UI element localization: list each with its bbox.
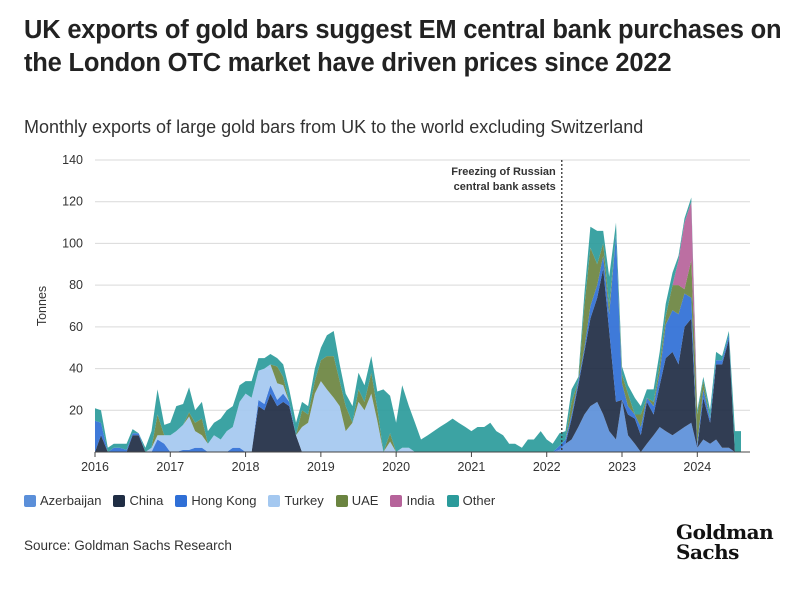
area-series-hong-kong: [95, 235, 741, 452]
y-tick-label-80: 80: [69, 278, 83, 292]
y-tick-label-60: 60: [69, 320, 83, 334]
y-tick-label-100: 100: [62, 236, 83, 250]
legend-label-uae: UAE: [351, 493, 379, 508]
x-tick-label-2017: 2017: [156, 460, 184, 474]
chart-title: UK exports of gold bars suggest EM centr…: [24, 16, 782, 77]
legend-label-india: India: [406, 493, 435, 508]
y-tick-label-40: 40: [69, 362, 83, 376]
legend-label-hong-kong: Hong Kong: [191, 493, 257, 508]
y-tick-label-20: 20: [69, 403, 83, 417]
area-series-china: [95, 268, 741, 452]
legend-item-hong-kong: Hong Kong: [175, 493, 256, 508]
legend-label-other: Other: [462, 493, 496, 508]
legend: Azerbaijan China Hong Kong Turkey UAE India Ot…: [24, 493, 495, 508]
logo-line-1: Goldman: [676, 520, 774, 544]
y-axis-label: Tonnes: [35, 286, 49, 326]
legend-item-other: Other: [446, 493, 496, 508]
legend-swatch-china: [113, 494, 126, 507]
logo-line-2: Sachs: [676, 540, 739, 564]
legend-item-azerbaijan: Azerbaijan: [24, 493, 101, 508]
legend-swatch-azerbaijan: [24, 494, 36, 507]
legend-item-uae: UAE: [335, 493, 379, 508]
x-tick-label-2021: 2021: [458, 460, 486, 474]
legend-swatch-turkey: [268, 494, 281, 507]
area-series-uae: [95, 235, 741, 452]
chart-subtitle: Monthly exports of large gold bars from …: [24, 117, 644, 137]
legend-item-china: China: [113, 493, 163, 508]
legend-swatch-hong-kong: [175, 494, 188, 507]
y-tick-label-120: 120: [62, 195, 83, 209]
x-tick-label-2024: 2024: [683, 460, 711, 474]
legend-item-india: India: [390, 493, 435, 508]
area-series-turkey: [95, 235, 741, 452]
legend-swatch-uae: [335, 494, 348, 507]
goldman-sachs-logo: Goldman Sachs: [676, 522, 776, 562]
x-tick-label-2020: 2020: [382, 460, 410, 474]
legend-label-china: China: [129, 493, 164, 508]
x-tick-label-2022: 2022: [533, 460, 561, 474]
legend-label-azerbaijan: Azerbaijan: [40, 493, 102, 508]
x-tick-label-2019: 2019: [307, 460, 335, 474]
x-tick-label-2018: 2018: [232, 460, 260, 474]
source-note: Source: Goldman Sachs Research: [24, 538, 232, 553]
legend-swatch-other: [446, 494, 459, 507]
y-tick-label-140: 140: [62, 153, 83, 167]
area-series-azerbaijan: [95, 399, 741, 452]
legend-label-turkey: Turkey: [284, 493, 324, 508]
x-tick-label-2023: 2023: [608, 460, 636, 474]
annotation-text-line-1: Freezing of Russian: [451, 166, 556, 178]
legend-item-turkey: Turkey: [268, 493, 324, 508]
legend-swatch-india: [390, 494, 403, 507]
annotation-text-line-2: central bank assets: [454, 181, 556, 193]
x-tick-label-2016: 2016: [81, 460, 109, 474]
stacked-area-chart: 20 40 60 80 100 120 140 2016 2017 2018 2019 2020 202…: [35, 153, 750, 474]
